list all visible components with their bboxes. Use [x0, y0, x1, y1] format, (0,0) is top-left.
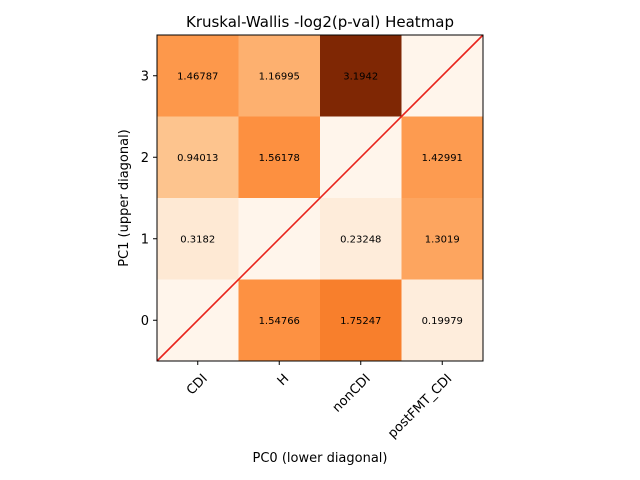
cell-value-label: 1.46787	[177, 71, 218, 82]
plot-frame	[156, 34, 484, 362]
heatmap-cell	[157, 116, 239, 199]
y-tick-label: 1	[141, 232, 149, 247]
x-tick-label: postFMT_CDI	[385, 371, 455, 441]
heatmap-cell	[238, 279, 321, 362]
x-tick-label: nonCDI	[330, 371, 374, 415]
cell-value-label: 0.3182	[180, 234, 215, 245]
cell-value-label: 1.42991	[422, 153, 463, 164]
cell-value-label: 1.54766	[259, 316, 300, 327]
heatmap-cell	[401, 116, 484, 199]
y-tick-label: 3	[141, 69, 149, 84]
x-tick-label: H	[275, 371, 293, 389]
heatmap-cell	[401, 279, 484, 362]
cell-value-label: 0.23248	[340, 234, 381, 245]
cell-value-label: 0.94013	[177, 153, 218, 164]
cell-value-label: 1.16995	[259, 71, 300, 82]
cell-value-label: 0.19979	[422, 316, 463, 327]
heatmap-cell	[157, 35, 239, 117]
y-axis-label: PC1 (upper diagonal)	[117, 129, 132, 267]
chart-title: Kruskal-Wallis -log2(p-val) Heatmap	[186, 13, 454, 31]
cell-value-label: 1.56178	[259, 153, 300, 164]
x-tick-label: CDI	[184, 371, 211, 398]
cell-value-label: 1.75247	[340, 316, 381, 327]
y-axis-ticks: 3 2 1 0	[141, 69, 157, 329]
x-axis-label: PC0 (lower diagonal)	[253, 451, 388, 466]
heatmap-cell	[320, 35, 402, 117]
heatmap-cells: 1.46787 1.16995 3.1942 0.94013 1.56178 1.4299…	[157, 35, 484, 362]
heatmap-cell	[238, 116, 321, 199]
y-tick-label: 2	[141, 151, 149, 166]
heatmap-cell	[157, 198, 239, 280]
heatmap-cell	[401, 198, 484, 280]
y-tick-label: 0	[141, 314, 149, 329]
heatmap-cell	[238, 35, 321, 117]
cell-value-label: 1.3019	[425, 234, 460, 245]
heatmap-cell	[320, 198, 402, 280]
heatmap-cell	[320, 279, 402, 362]
cell-value-label: 3.1942	[343, 71, 378, 82]
diagonal-line	[156, 34, 484, 362]
